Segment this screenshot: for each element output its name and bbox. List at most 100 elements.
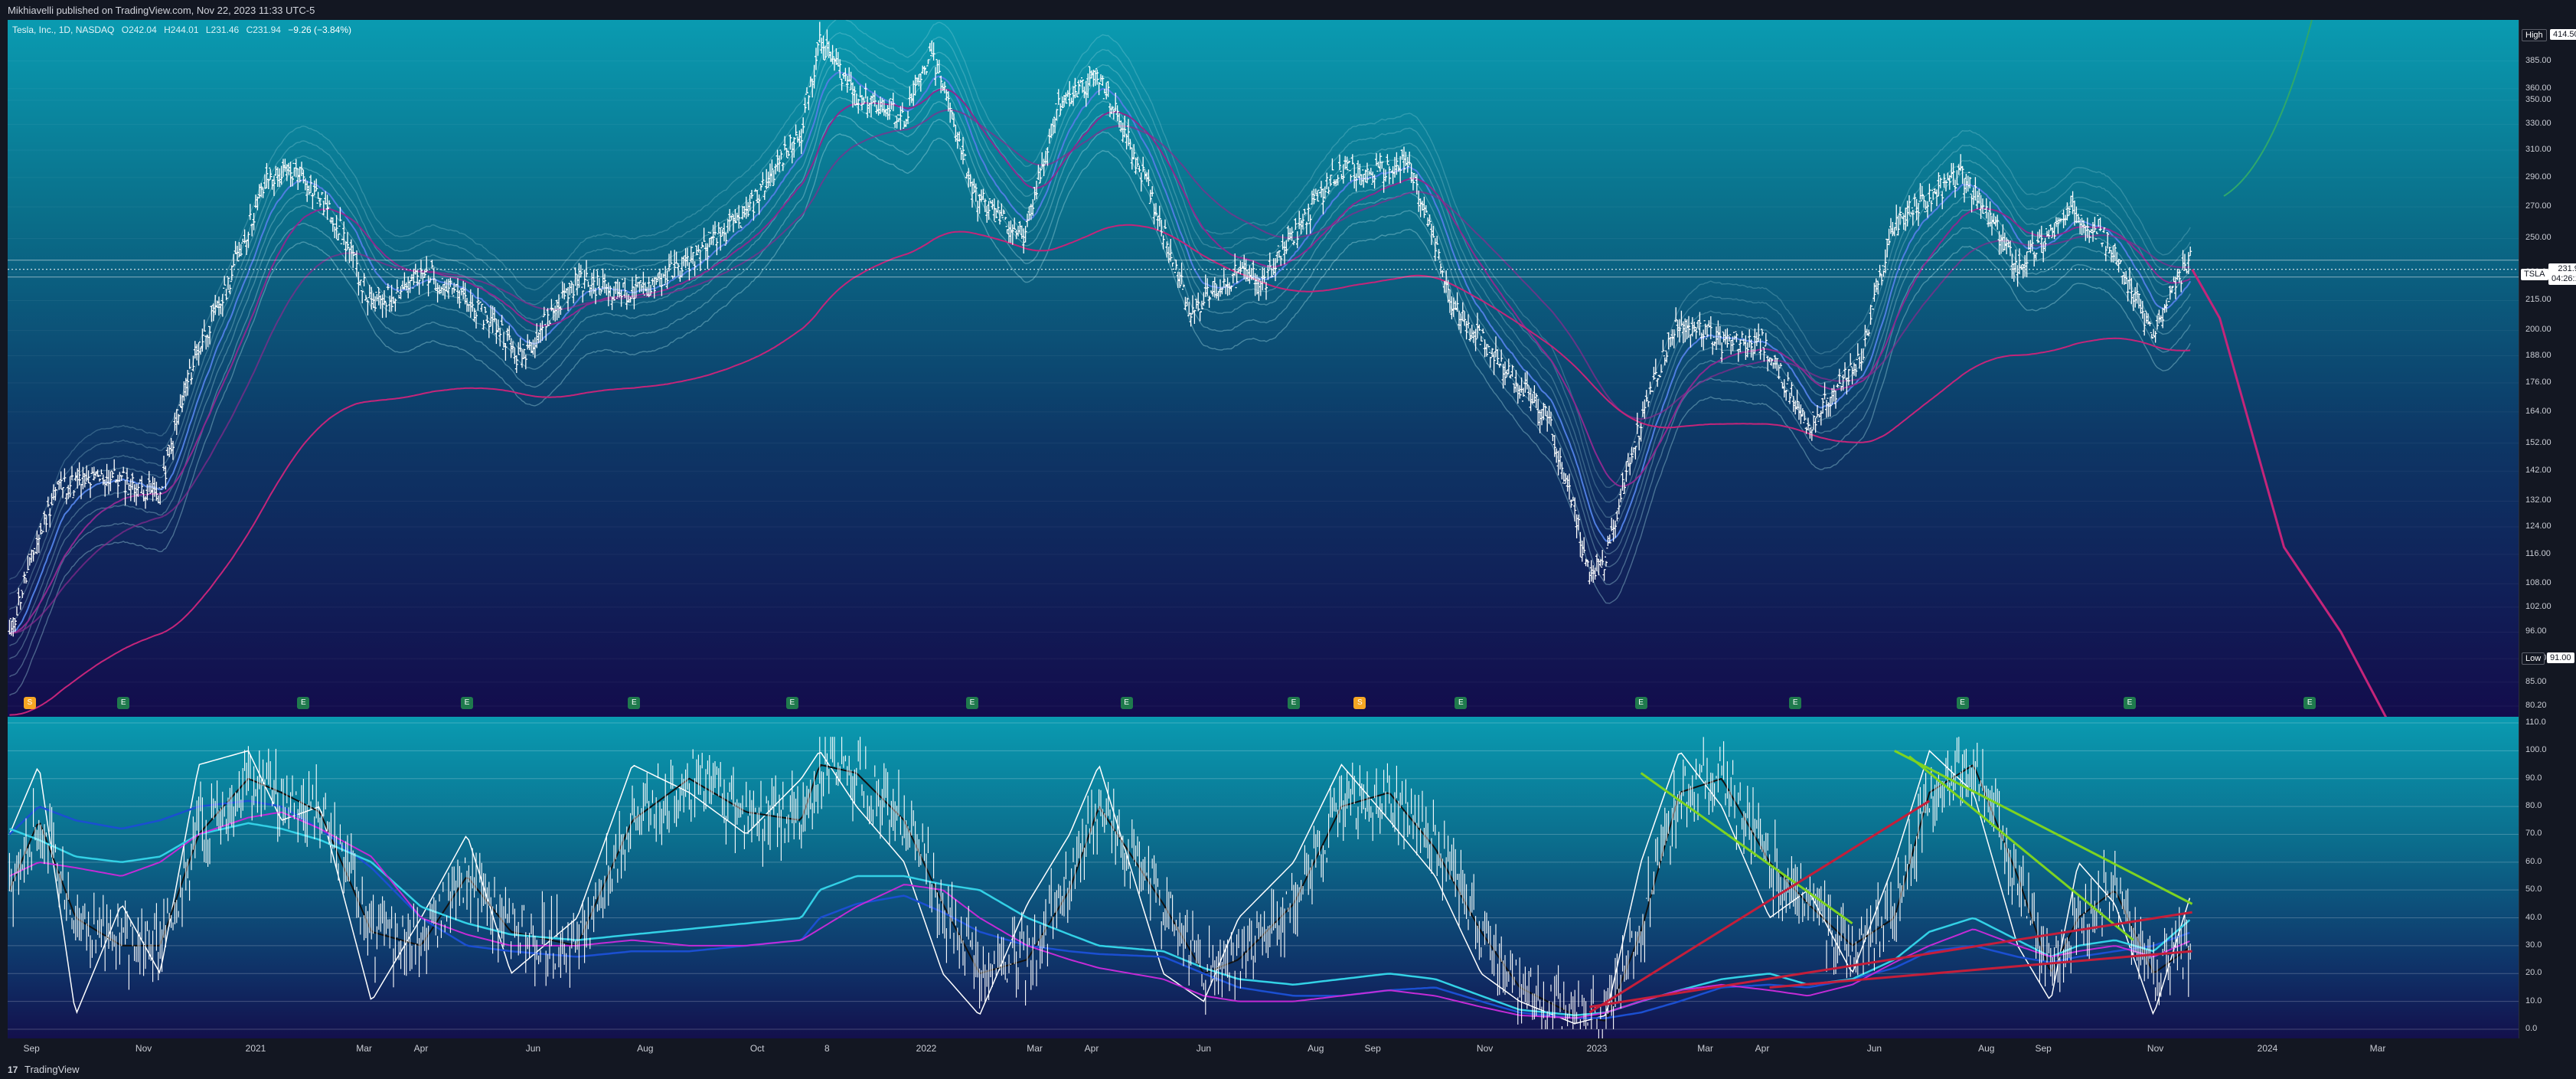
earnings-event-icon[interactable]: E xyxy=(1120,697,1133,709)
time-axis-tick: 2024 xyxy=(2257,1043,2278,1054)
legend-change: −9.26 (−3.84%) xyxy=(288,25,352,35)
low-marker-label: Low xyxy=(2525,654,2542,663)
earnings-event-icon[interactable]: E xyxy=(1455,697,1468,709)
price-axis-tick: 85.00 xyxy=(2525,676,2547,686)
price-axis-tick: 215.00 xyxy=(2525,295,2552,305)
low-marker-value: 91.00 xyxy=(2550,653,2571,662)
earnings-event-icon[interactable]: E xyxy=(966,697,978,709)
time-axis-tick: Oct xyxy=(749,1043,765,1054)
time-axis-tick: Apr xyxy=(1084,1043,1099,1054)
ribbon-band xyxy=(9,133,2191,696)
earnings-event-icon[interactable]: E xyxy=(785,697,798,709)
price-axis[interactable]: 385.00 360.00 350.00 330.00 310.00 290.00 270.… xyxy=(2519,20,2576,1038)
time-axis-tick: Mar xyxy=(1027,1043,1043,1054)
publisher-text: Mikhiavelli published on TradingView.com… xyxy=(8,5,315,16)
price-axis-tick: 176.00 xyxy=(2525,377,2552,387)
osc-trendline-red xyxy=(1589,911,2192,1009)
price-axis-tick: 270.00 xyxy=(2525,201,2552,211)
price-axis-tick: 188.00 xyxy=(2525,350,2552,360)
high-marker-label: High xyxy=(2525,31,2543,40)
time-axis-tick: Sep xyxy=(1364,1043,1381,1054)
ribbon-band xyxy=(9,114,2191,678)
price-axis-tick: 116.00 xyxy=(2525,548,2551,558)
low-marker: Low xyxy=(2522,652,2545,665)
time-axis-tick: Nov xyxy=(135,1043,152,1054)
ribbon-band xyxy=(9,31,2191,595)
price-axis-tick: 164.00 xyxy=(2525,406,2552,416)
high-value-tag: 414.50 xyxy=(2550,29,2576,40)
price-gridlines xyxy=(8,60,2519,707)
projection-path xyxy=(2191,269,2388,717)
earnings-event-icon[interactable]: E xyxy=(461,697,473,709)
oscillator-chart-svg xyxy=(8,722,2519,1038)
time-axis-tick: 8 xyxy=(824,1043,830,1054)
earnings-event-icon[interactable]: E xyxy=(2303,697,2316,709)
price-pane[interactable]: Tesla, Inc., 1D, NASDAQ O242.04 H244.01 … xyxy=(8,20,2519,717)
tradingview-logo-icon: 17 xyxy=(8,1064,18,1075)
oscillator-axis-tick: 110.0 xyxy=(2525,718,2546,727)
footer: 17 TradingView xyxy=(0,1060,2576,1079)
time-axis-tick: 2023 xyxy=(1586,1043,1608,1054)
legend-open: O242.04 xyxy=(121,25,157,35)
oscillator-axis-tick: 90.0 xyxy=(2525,773,2542,783)
earnings-event-icon[interactable]: E xyxy=(1789,697,1802,709)
price-axis-tick: 360.00 xyxy=(2525,83,2552,93)
time-axis-tick: Mar xyxy=(2369,1043,2386,1054)
earnings-event-icon[interactable]: E xyxy=(628,697,641,709)
time-axis-tick: Jun xyxy=(525,1043,541,1054)
last-price-tag: 231.94 04:26:11 xyxy=(2548,263,2576,285)
ma-ribbon xyxy=(8,20,2192,716)
time-axis-tick: Apr xyxy=(413,1043,429,1054)
oscillator-axis-tick: 70.0 xyxy=(2525,829,2542,839)
time-axis-tick: Sep xyxy=(2035,1043,2052,1054)
oscillator-series-2 xyxy=(8,763,2190,1022)
oscillator-axis-tick: 20.0 xyxy=(2525,968,2542,978)
price-axis-tick: 330.00 xyxy=(2525,119,2552,129)
osc-trendline-red xyxy=(1588,799,1931,1014)
ribbon-band xyxy=(9,83,2191,646)
oscillator-axis-tick: 100.0 xyxy=(2525,745,2547,755)
time-axis-tick: Mar xyxy=(356,1043,372,1054)
legend-symbol: Tesla, Inc., 1D, NASDAQ xyxy=(12,25,115,35)
price-axis-tick: 385.00 xyxy=(2525,55,2552,65)
ribbon-band xyxy=(9,20,2191,580)
oscillator-axis-tick: 60.0 xyxy=(2525,856,2542,866)
last-price-value: 231.94 xyxy=(2558,264,2576,273)
price-axis-tick: 310.00 xyxy=(2525,144,2552,154)
oscillator-axis-tick: 80.0 xyxy=(2525,801,2542,811)
time-axis-tick: Nov xyxy=(2147,1043,2164,1054)
high-marker-value: 414.50 xyxy=(2553,30,2576,39)
earnings-event-icon[interactable]: E xyxy=(1288,697,1300,709)
price-axis-tick: 102.00 xyxy=(2525,601,2552,611)
split-event-icon[interactable]: S xyxy=(23,697,36,709)
oscillator-axis-tick: 40.0 xyxy=(2525,912,2542,922)
upper-envelope-curve xyxy=(2223,20,2313,197)
oscillator-series-3 xyxy=(8,799,2190,1019)
osc-trendline-red xyxy=(1769,950,2192,989)
price-axis-tick: 250.00 xyxy=(2525,233,2552,243)
price-axis-tick: 108.00 xyxy=(2525,578,2552,588)
oscillator-series-1 xyxy=(8,750,2191,1025)
price-axis-tick: 350.00 xyxy=(2525,94,2552,104)
oscillator-bars xyxy=(8,737,2191,1038)
earnings-event-icon[interactable]: E xyxy=(117,697,130,709)
earnings-event-icon[interactable]: E xyxy=(1634,697,1647,709)
split-event-icon[interactable]: S xyxy=(1353,697,1366,709)
time-axis-tick: Jun xyxy=(1866,1043,1882,1054)
price-chart-svg xyxy=(8,20,2519,717)
earnings-event-icon[interactable]: E xyxy=(1956,697,1969,709)
earnings-event-icon[interactable]: E xyxy=(2124,697,2136,709)
oscillator-pane[interactable] xyxy=(8,717,2519,1038)
time-axis-tick: 2022 xyxy=(916,1043,937,1054)
earnings-event-icon[interactable]: E xyxy=(297,697,310,709)
time-axis-tick: Aug xyxy=(637,1043,654,1054)
low-value-tag: 91.00 xyxy=(2547,652,2574,663)
price-axis-tick: 290.00 xyxy=(2525,172,2552,181)
symbol-legend: Tesla, Inc., 1D, NASDAQ O242.04 H244.01 … xyxy=(12,25,351,35)
ticker-label: TSLA xyxy=(2524,270,2545,279)
ticker-tag: TSLA xyxy=(2521,269,2548,280)
time-axis-tick: Aug xyxy=(1308,1043,1324,1054)
oscillator-axis-tick: 30.0 xyxy=(2525,940,2542,950)
time-axis[interactable]: Sep Nov 2021 Mar Apr Jun Aug Oct 8 2022 Mar Apr Jun A… xyxy=(8,1038,2519,1060)
price-axis-tick: 132.00 xyxy=(2525,495,2552,505)
